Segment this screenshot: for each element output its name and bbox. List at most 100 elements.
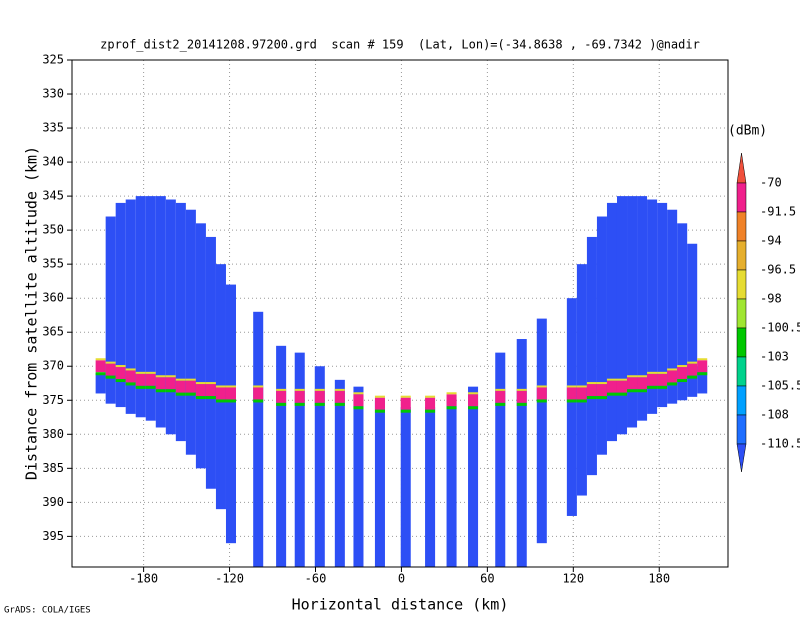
- y-tick-label: 330: [42, 87, 64, 101]
- y-tick-label: 385: [42, 461, 64, 475]
- band-edge: [294, 388, 305, 391]
- colorbar-title: (dBm): [728, 124, 767, 139]
- echo-column: [425, 407, 436, 567]
- echo-column: [165, 199, 176, 435]
- band-edge: [374, 409, 385, 413]
- band-edge: [468, 392, 479, 395]
- bright-band: [516, 390, 527, 403]
- echo-column: [225, 284, 236, 544]
- band-edge: [586, 396, 597, 400]
- echo-column: [586, 236, 597, 476]
- band-edge: [185, 392, 196, 396]
- band-edge: [225, 399, 236, 403]
- echo-column: [616, 196, 628, 435]
- band-edge: [205, 396, 216, 400]
- band-edge: [647, 385, 658, 389]
- y-tick-label: 375: [42, 393, 64, 407]
- y-tick-label: 355: [42, 257, 64, 271]
- colorbar-label: -103: [760, 350, 789, 364]
- bright-band: [205, 384, 216, 397]
- footer: GrADS: COLA/IGES: [4, 606, 91, 616]
- band-edge: [596, 396, 607, 400]
- bright-band: [95, 360, 106, 373]
- band-edge: [687, 361, 698, 364]
- x-tick-label: 120: [562, 572, 584, 586]
- band-edge: [135, 371, 146, 374]
- band-edge: [145, 385, 156, 389]
- x-tick-label: 180: [648, 572, 670, 586]
- x-tick-label: -180: [129, 572, 158, 586]
- y-tick-label: 335: [42, 121, 64, 135]
- colorbar-box: [736, 385, 747, 416]
- echo-column: [294, 352, 305, 567]
- bright-band: [495, 390, 506, 403]
- bright-band: [576, 387, 587, 400]
- band-edge: [566, 385, 577, 388]
- band-edge: [400, 409, 411, 413]
- band-edge: [155, 375, 166, 378]
- colorbar-tip: [736, 152, 747, 184]
- bright-band: [425, 397, 436, 410]
- band-edge: [215, 385, 226, 388]
- bright-band: [586, 384, 597, 397]
- colorbar-box: [736, 327, 747, 358]
- band-edge: [627, 375, 638, 378]
- band-edge: [215, 399, 226, 403]
- colorbar-tip: [736, 443, 747, 473]
- band-edge: [468, 406, 479, 410]
- chart-title: zprof_dist2_20141208.97200.grd scan # 15…: [100, 38, 700, 52]
- y-tick-label: 390: [42, 495, 64, 509]
- colorbar-label: -96.5: [760, 263, 796, 277]
- echo-column: [667, 209, 678, 404]
- band-edge: [606, 378, 617, 381]
- bright-band: [165, 377, 176, 390]
- bright-band: [253, 387, 264, 400]
- colorbar-label: -110.5: [760, 437, 800, 451]
- bright-band: [185, 380, 196, 393]
- band-edge: [195, 382, 206, 385]
- band-edge: [566, 399, 577, 403]
- echo-column: [276, 345, 287, 567]
- band-edge: [155, 389, 166, 393]
- echo-column: [606, 202, 617, 442]
- x-tick-label: -60: [305, 572, 327, 586]
- band-edge: [165, 389, 176, 393]
- band-edge: [616, 392, 628, 396]
- bright-band: [225, 387, 236, 400]
- band-edge: [115, 379, 126, 383]
- band-edge: [425, 409, 436, 413]
- band-edge: [697, 372, 708, 376]
- y-tick-label: 380: [42, 427, 64, 441]
- band-edge: [294, 402, 305, 406]
- colorbar-label: -91.5: [760, 205, 796, 219]
- x-tick-label: -120: [215, 572, 244, 586]
- echo-column: [95, 373, 106, 394]
- bright-band: [353, 394, 364, 407]
- band-edge: [616, 378, 628, 381]
- echo-column: [446, 400, 457, 567]
- colorbar-label: -108: [760, 408, 789, 422]
- echo-column: [495, 352, 506, 567]
- echo-column: [314, 366, 325, 567]
- band-edge: [697, 358, 708, 361]
- plot-frame: [71, 59, 729, 568]
- colorbar-box: [736, 240, 747, 271]
- bright-band: [566, 387, 577, 400]
- bright-band: [606, 380, 617, 393]
- bright-band: [135, 373, 146, 386]
- echo-column: [647, 199, 658, 414]
- bright-band: [400, 397, 411, 410]
- bright-band: [125, 370, 136, 383]
- echo-column: [125, 199, 136, 414]
- colorbar-label: -100.5: [760, 321, 800, 335]
- x-tick-label: 0: [398, 572, 405, 586]
- colorbar-box: [736, 211, 747, 242]
- bright-band: [155, 377, 166, 390]
- echo-column: [516, 339, 527, 567]
- band-edge: [195, 396, 206, 400]
- echo-column: [195, 223, 206, 469]
- y-tick-label: 360: [42, 291, 64, 305]
- echo-column: [576, 264, 587, 496]
- band-edge: [276, 388, 287, 391]
- band-edge: [516, 388, 527, 391]
